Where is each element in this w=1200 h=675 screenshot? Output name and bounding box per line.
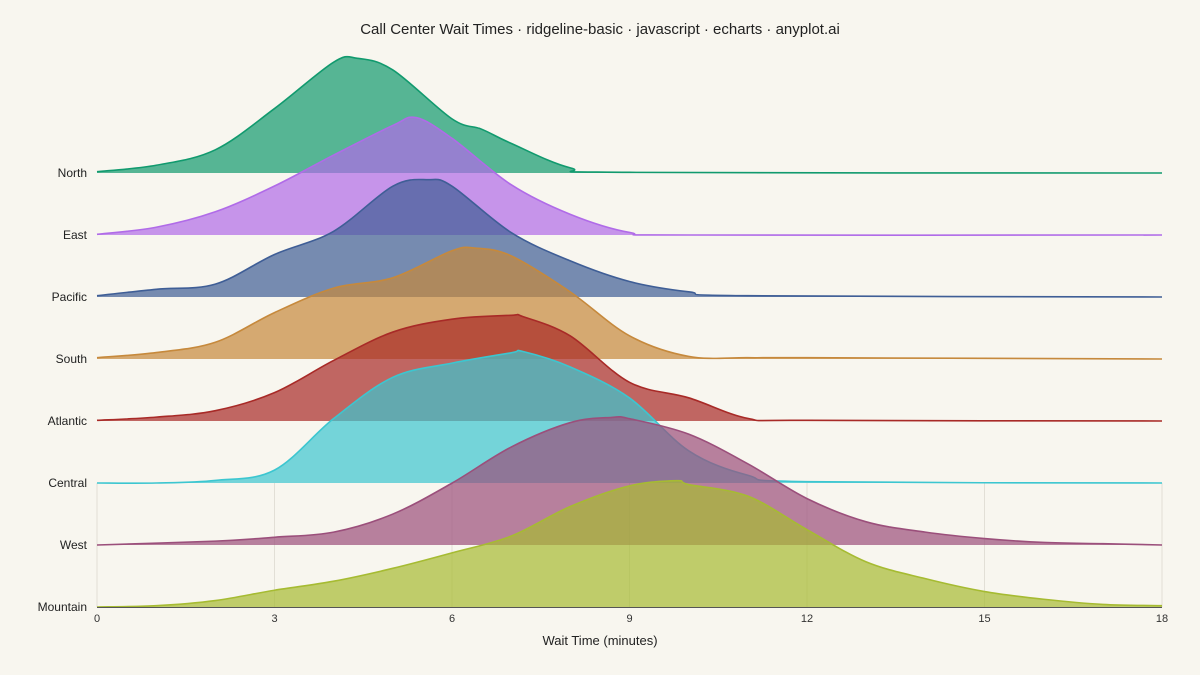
x-tick-label: 18 bbox=[1156, 613, 1168, 625]
ridge-label: West bbox=[60, 538, 88, 552]
ridge-line bbox=[96, 116, 1163, 236]
ridge-east bbox=[96, 116, 1163, 236]
ridge-label: Pacific bbox=[52, 290, 87, 304]
ridge-line bbox=[96, 178, 1163, 298]
ridge-label: Atlantic bbox=[48, 414, 87, 428]
ridge-line bbox=[96, 55, 1163, 174]
x-tick-label: 15 bbox=[978, 613, 990, 625]
ridge-area bbox=[97, 350, 1162, 484]
chart-title: Call Center Wait Times · ridgeline-basic… bbox=[360, 21, 840, 38]
ridge-west bbox=[96, 415, 1163, 546]
ridge-area bbox=[97, 416, 1162, 545]
ridge-label: Mountain bbox=[38, 600, 87, 614]
x-tick-label: 9 bbox=[626, 613, 632, 625]
ridge-label: South bbox=[56, 352, 87, 366]
ridge-area bbox=[97, 117, 1162, 236]
ridge-north bbox=[96, 55, 1163, 174]
ridge-south bbox=[96, 246, 1163, 360]
ridges bbox=[96, 55, 1163, 608]
ridge-mountain bbox=[96, 479, 1163, 608]
ridge-line bbox=[96, 313, 1163, 422]
ridge-label: North bbox=[58, 166, 87, 180]
ridge-label: East bbox=[63, 228, 88, 242]
ridge-atlantic bbox=[96, 313, 1163, 422]
ridge-label: Central bbox=[48, 476, 87, 490]
ridge-area bbox=[97, 247, 1162, 359]
x-tick-label: 6 bbox=[449, 613, 455, 625]
ridge-area bbox=[97, 56, 1162, 174]
ridge-labels: North East Pacific South Atlantic Central West… bbox=[38, 166, 88, 614]
x-axis-ticks: 0 3 6 9 12 15 18 bbox=[94, 607, 1168, 625]
x-tick-label: 0 bbox=[94, 613, 100, 625]
ridge-area bbox=[97, 314, 1162, 421]
ridge-area bbox=[97, 179, 1162, 297]
x-axis-label: Wait Time (minutes) bbox=[542, 633, 658, 648]
x-tick-label: 3 bbox=[271, 613, 277, 625]
ridge-line bbox=[96, 415, 1163, 546]
ridge-line bbox=[96, 246, 1163, 360]
x-tick-label: 12 bbox=[801, 613, 813, 625]
ridge-pacific bbox=[96, 178, 1163, 298]
ridge-line bbox=[96, 479, 1163, 608]
